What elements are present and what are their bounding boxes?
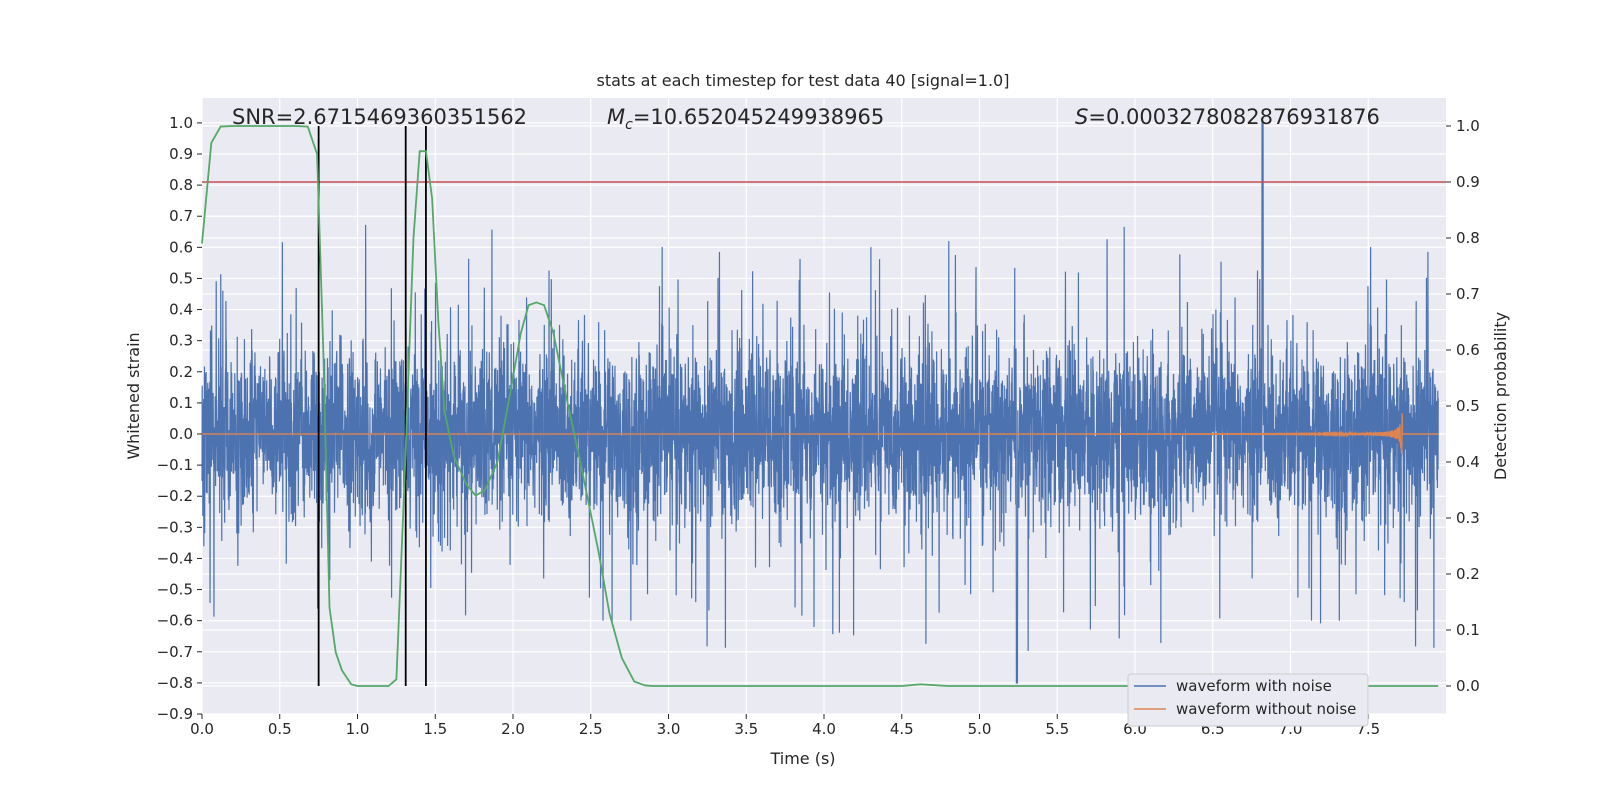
series-waveform-without-noise xyxy=(201,413,1439,454)
x-tick-label: 3.0 xyxy=(657,720,681,738)
y2-tick-label: 0.2 xyxy=(1456,565,1480,583)
s-value: =0.0003278082876931876 xyxy=(1088,105,1380,129)
chart-title: stats at each timestep for test data 40 … xyxy=(597,71,1010,90)
legend: waveform with noise waveform without noi… xyxy=(1127,673,1369,727)
x-tick-label: 4.0 xyxy=(812,720,836,738)
y2-tick-label: 0.4 xyxy=(1456,453,1480,471)
y-tick-label: −0.3 xyxy=(157,518,193,536)
y-axis-label: Whitened strain xyxy=(124,332,143,459)
y2-tick-label: 0.3 xyxy=(1456,509,1480,527)
y2-tick-label: 0.9 xyxy=(1456,173,1480,191)
y-tick-label: 0.9 xyxy=(169,145,193,163)
series-detection-probability xyxy=(201,125,1439,687)
x-axis-label: Time (s) xyxy=(769,749,835,768)
s-symbol: S xyxy=(1075,105,1088,129)
y2-tick-label: 0.8 xyxy=(1456,229,1480,247)
x-tick-label: 4.5 xyxy=(890,720,914,738)
y2-tick-label: 0.5 xyxy=(1456,397,1480,415)
y2-tick-label: 0.0 xyxy=(1456,677,1480,695)
legend-label-waveform-without-noise: waveform without noise xyxy=(1176,700,1356,718)
x-tick-label: 5.5 xyxy=(1045,720,1069,738)
x-tick-label: 0.5 xyxy=(268,720,292,738)
y2-tick-label: 0.1 xyxy=(1456,621,1480,639)
x-tick-label: 1.0 xyxy=(346,720,370,738)
y-tick-label: −0.4 xyxy=(157,549,193,567)
y-tick-label: −0.8 xyxy=(157,674,193,692)
y-tick-label: 0.4 xyxy=(169,301,193,319)
x-tick-label: 0.0 xyxy=(190,720,214,738)
y2-tick-label: 0.7 xyxy=(1456,285,1480,303)
y-tick-label: 0.2 xyxy=(169,363,193,381)
y-tick-label: 0.7 xyxy=(169,207,193,225)
y-tick-label: −0.1 xyxy=(157,456,193,474)
y-axis-ticks: −0.9 −0.8 −0.7 −0.6 −0.5 −0.4 −0.3 −0.2 −0.1 0.0 0… xyxy=(157,114,202,723)
y-tick-label: 0.8 xyxy=(169,176,193,194)
y-tick-label: −0.9 xyxy=(157,705,193,723)
y2-tick-label: 1.0 xyxy=(1456,117,1480,135)
chirp-mass-value: =10.652045249938965 xyxy=(633,105,884,129)
y-tick-label: 0.3 xyxy=(169,332,193,350)
y-tick-label: −0.2 xyxy=(157,487,193,505)
y2-axis-ticks: 0.0 0.1 0.2 0.3 0.4 0.5 0.6 0.7 0.8 0.9 1.0 xyxy=(1446,117,1480,695)
chirp-mass-subscript: c xyxy=(625,117,633,133)
y-tick-label: −0.7 xyxy=(157,643,193,661)
y-tick-label: 0.6 xyxy=(169,238,193,256)
chirp-mass-symbol: M xyxy=(607,105,625,129)
y-tick-label: −0.5 xyxy=(157,581,193,599)
y-tick-label: −0.6 xyxy=(157,612,193,630)
x-tick-label: 5.0 xyxy=(968,720,992,738)
x-tick-label: 2.0 xyxy=(501,720,525,738)
s-annotation: S=0.0003278082876931876 xyxy=(1075,105,1380,129)
x-tick-label: 3.5 xyxy=(734,720,758,738)
x-tick-label: 1.5 xyxy=(423,720,447,738)
y-tick-label: 0.5 xyxy=(169,269,193,287)
y-tick-label: 0.0 xyxy=(169,425,193,443)
y2-tick-label: 0.6 xyxy=(1456,341,1480,359)
legend-label-waveform-with-noise: waveform with noise xyxy=(1176,677,1332,695)
legend-box xyxy=(1127,673,1369,727)
y2-axis-label: Detection probability xyxy=(1491,312,1510,480)
y-tick-label: 0.1 xyxy=(169,394,193,412)
chirp-mass-annotation: Mc=10.652045249938965 xyxy=(607,105,884,133)
y-tick-label: 1.0 xyxy=(169,114,193,132)
x-tick-label: 2.5 xyxy=(579,720,603,738)
snr-annotation: SNR=2.6715469360351562 xyxy=(232,105,527,129)
